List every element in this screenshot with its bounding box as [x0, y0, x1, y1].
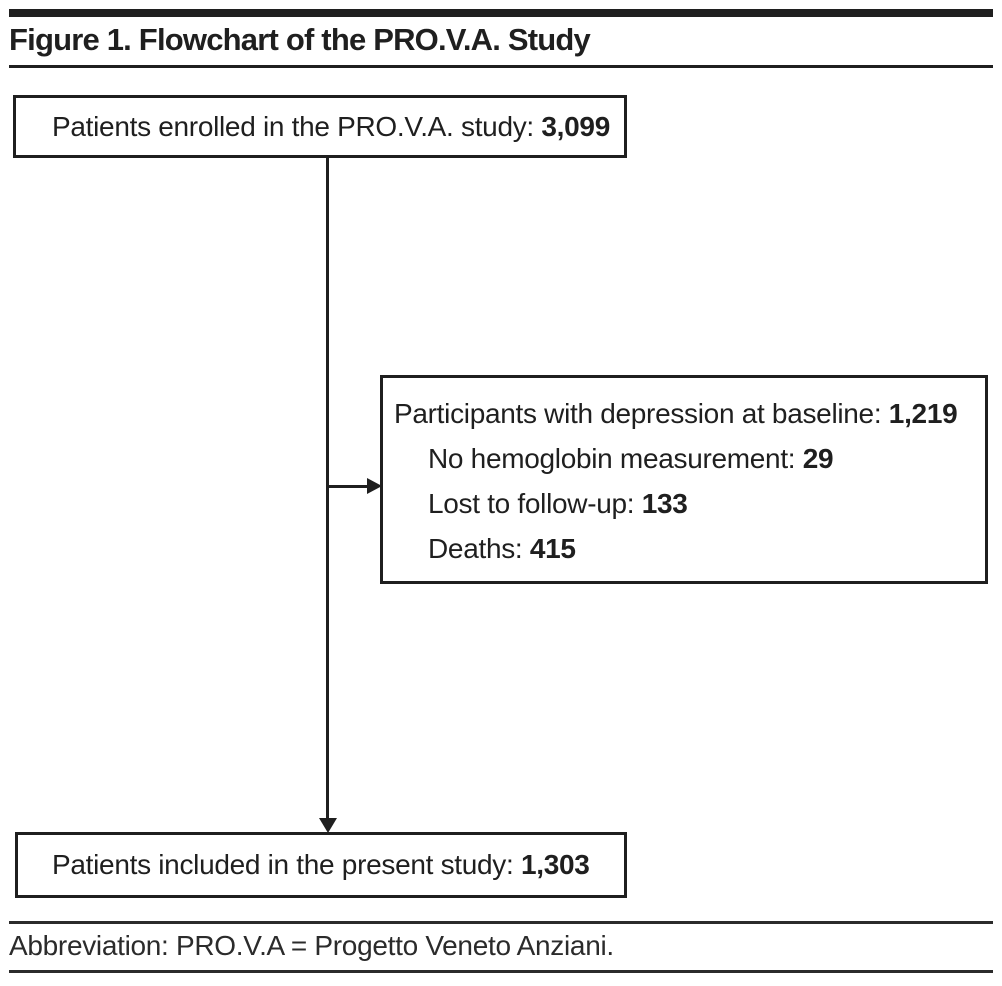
- depression-label: Participants with depression at baseline…: [394, 398, 882, 429]
- included-text: Patients included in the present study: …: [52, 849, 590, 881]
- title-underline-rule: [9, 65, 993, 68]
- arrowhead-down-icon: [319, 818, 337, 833]
- figure-title: Figure 1. Flowchart of the PRO.V.A. Stud…: [9, 22, 591, 57]
- exclusion-value: 415: [529, 533, 576, 564]
- included-value: 1,303: [520, 849, 590, 880]
- exclusion-line-deaths: Deaths: 415: [394, 526, 985, 571]
- depression-line: Participants with depression at baseline…: [394, 391, 985, 436]
- flow-box-included: Patients included in the present study: …: [15, 832, 627, 898]
- footnote-bottom-rule: [9, 970, 993, 973]
- enrolled-label: Patients enrolled in the PRO.V.A. study:: [52, 110, 534, 142]
- depression-value: 1,219: [888, 398, 958, 429]
- exclusion-value: 29: [802, 443, 834, 474]
- abbreviation-footnote: Abbreviation: PRO.V.A = Progetto Veneto …: [9, 930, 614, 961]
- included-label: Patients included in the present study:: [52, 849, 514, 880]
- exclusion-label: No hemoglobin measurement:: [428, 443, 796, 474]
- flow-box-depression-exclusions: Participants with depression at baseline…: [380, 375, 988, 584]
- exclusion-line-no-hemoglobin: No hemoglobin measurement: 29: [394, 436, 985, 481]
- connector-branch-line: [326, 485, 368, 488]
- exclusion-label: Lost to follow-up:: [428, 488, 635, 519]
- exclusion-value: 133: [641, 488, 688, 519]
- exclusion-line-lost-to-followup: Lost to follow-up: 133: [394, 481, 985, 526]
- flow-box-enrolled: Patients enrolled in the PRO.V.A. study:…: [13, 95, 627, 158]
- exclusion-label: Deaths:: [428, 533, 523, 564]
- enrolled-text: Patients enrolled in the PRO.V.A. study:…: [52, 111, 610, 143]
- arrowhead-right-icon: [367, 478, 382, 494]
- footnote-top-rule: [9, 921, 993, 924]
- header-thick-rule: [9, 9, 993, 17]
- enrolled-value: 3,099: [541, 110, 610, 142]
